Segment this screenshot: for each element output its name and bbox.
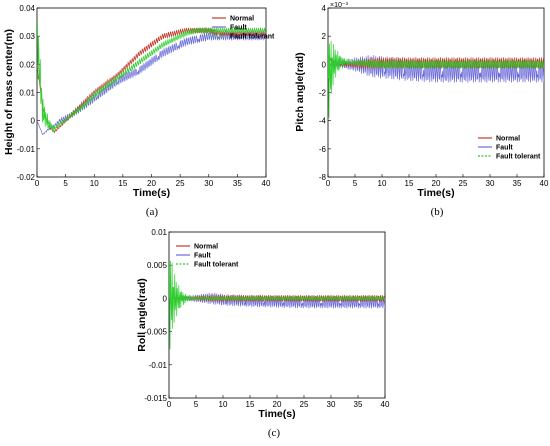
- plot-area-frame: [327, 7, 545, 178]
- x-tick-label: 0: [35, 179, 40, 188]
- x-tick-label: 20: [273, 400, 282, 409]
- legend-entry: Normal: [496, 136, 520, 143]
- x-tick-label: 30: [327, 400, 336, 409]
- y-tick-label: 0: [322, 60, 327, 69]
- y-axis-label: Pitch angle(rad): [294, 52, 306, 131]
- y-tick-label: 0.03: [19, 32, 35, 41]
- y-tick-label: 0: [31, 117, 36, 126]
- series-line-normal: [328, 54, 544, 70]
- series-line-fault-tolerant: [37, 22, 266, 133]
- y-tick-label: 0: [163, 294, 168, 303]
- x-tick-label: 40: [262, 179, 271, 188]
- legend-entry: Fault tolerant: [194, 262, 239, 269]
- y-tick-label: 0.01: [19, 89, 35, 98]
- x-tick-label: 0: [326, 179, 331, 188]
- x-axis-label: Time(s): [417, 187, 454, 199]
- legend-entry: Fault tolerant: [496, 154, 541, 161]
- y-tick-label: 0.02: [19, 60, 35, 69]
- y-tick-label: 0.005: [147, 261, 168, 270]
- chart-panel-3: 0 5 10 15 20 25 30 35 40 -0.015 -0.01 -0.005 0 0.005 0…: [136, 228, 390, 439]
- x-tick-label: 15: [246, 400, 255, 409]
- x-tick-label: 10: [378, 179, 387, 188]
- y-tick-label: -2: [319, 89, 327, 98]
- x-tick-label: 15: [118, 179, 127, 188]
- legend-entry: Fault: [496, 145, 513, 152]
- y-tick-label: -8: [319, 173, 327, 182]
- y-tick-label: 0.04: [19, 4, 35, 13]
- y-tick-label: -0.015: [144, 394, 167, 403]
- x-tick-label: 5: [63, 179, 68, 188]
- legend-entry: Normal: [230, 16, 254, 23]
- panel-caption: (a): [146, 206, 159, 218]
- x-axis-label: Time(s): [133, 187, 170, 199]
- series-line-fault: [328, 55, 544, 83]
- y-tick-label: -0.02: [17, 173, 36, 182]
- x-tick-label: 5: [194, 400, 199, 409]
- series-line-normal: [169, 294, 385, 303]
- series-line-fault-tolerant: [328, 40, 544, 118]
- y-tick-label: -0.005: [144, 328, 167, 337]
- y-axis-exponent: ×10⁻³: [330, 2, 349, 9]
- x-tick-label: 15: [405, 179, 414, 188]
- legend-entry: Fault: [194, 253, 211, 260]
- y-axis-label: Height of mass center(m): [3, 29, 15, 155]
- y-tick-label: 4: [322, 4, 327, 13]
- x-tick-label: 10: [219, 400, 228, 409]
- series-line-fault: [169, 292, 385, 309]
- y-tick-label: 2: [322, 32, 327, 41]
- series-line-normal: [37, 26, 266, 134]
- x-tick-label: 25: [459, 179, 468, 188]
- x-tick-label: 30: [486, 179, 495, 188]
- chart-panel-2: 0 5 10 15 20 25 30 35 40 -8 -6 -4 -2 0 2 4 ×10⁻³ Time(s) P…: [294, 2, 549, 218]
- x-tick-label: 35: [513, 179, 522, 188]
- y-tick-label: 0.01: [151, 228, 167, 237]
- legend-entry: Fault: [230, 25, 247, 32]
- panel-caption: (c): [268, 427, 281, 439]
- x-axis-label: Time(s): [258, 408, 295, 420]
- x-tick-label: 5: [353, 179, 358, 188]
- x-tick-label: 0: [167, 400, 172, 409]
- y-axis-label: Roll angle(rad): [136, 278, 148, 352]
- x-tick-label: 25: [300, 400, 309, 409]
- y-tick-label: -6: [319, 145, 327, 154]
- x-tick-label: 35: [354, 400, 363, 409]
- legend-entry: Fault tolerant: [230, 34, 275, 41]
- x-tick-label: 40: [381, 400, 390, 409]
- x-tick-label: 30: [204, 179, 213, 188]
- legend-entry: Normal: [194, 244, 218, 251]
- x-tick-label: 35: [233, 179, 242, 188]
- y-tick-label: -0.01: [17, 145, 36, 154]
- panel-caption: (b): [431, 206, 444, 218]
- y-tick-label: -4: [319, 117, 327, 126]
- x-tick-label: 40: [540, 179, 549, 188]
- x-tick-label: 20: [432, 179, 441, 188]
- x-tick-label: 10: [90, 179, 99, 188]
- x-tick-label: 20: [147, 179, 156, 188]
- x-tick-label: 25: [176, 179, 185, 188]
- y-tick-label: -0.01: [149, 361, 168, 370]
- series-line-fault-tolerant: [169, 260, 385, 350]
- series-line-fault: [37, 31, 266, 136]
- chart-panel-1: 0 5 10 15 20 25 30 35 40 -0.02 -0.01 0 0.01 0.02 0.03 0…: [3, 4, 275, 218]
